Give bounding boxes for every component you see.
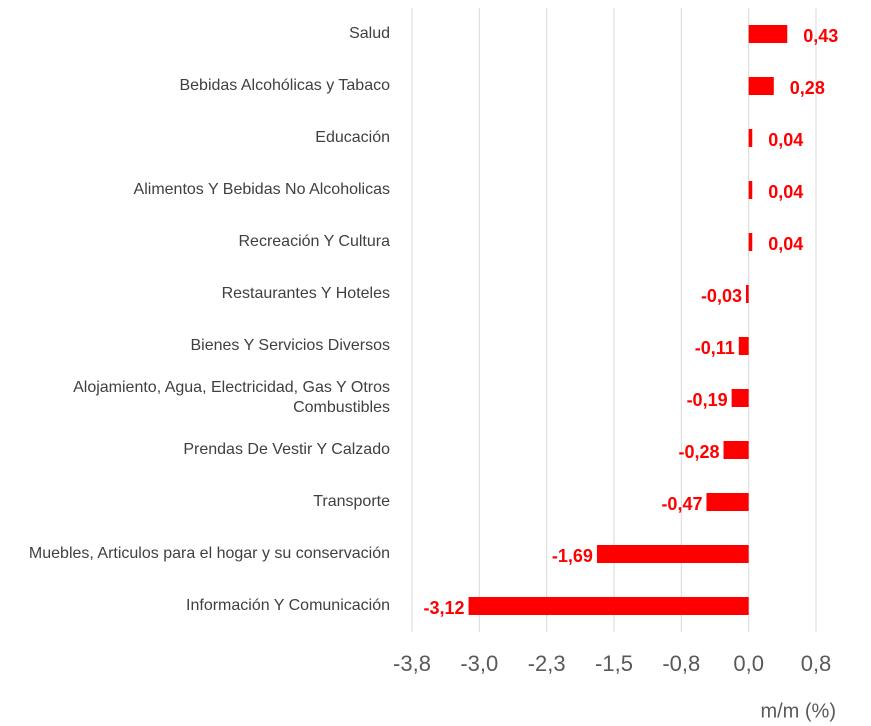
- bar: [748, 181, 753, 199]
- x-tick-label: -3,8: [393, 651, 431, 676]
- data-label: -0,03: [701, 286, 742, 306]
- category-label: Recreación Y Cultura: [238, 233, 391, 250]
- x-tick-label: -1,5: [595, 651, 633, 676]
- bar: [748, 233, 753, 251]
- category-label: Restaurantes Y Hoteles: [221, 285, 390, 302]
- bar: [723, 441, 749, 459]
- data-label: 0,04: [768, 182, 803, 202]
- bar: [738, 337, 749, 355]
- bar: [731, 389, 749, 407]
- x-tick-label: 0,0: [733, 651, 764, 676]
- data-label: -0,19: [687, 390, 728, 410]
- data-label: -1,69: [552, 546, 593, 566]
- data-label: 0,04: [768, 234, 803, 254]
- bar: [468, 597, 749, 615]
- bar: [748, 25, 788, 43]
- category-label: Muebles, Articulos para el hogar y su co…: [28, 545, 390, 562]
- category-label: Alojamiento, Agua, Electricidad, Gas Y O…: [73, 379, 390, 416]
- data-label: -0,47: [661, 494, 702, 514]
- x-axis-label: m/m (%): [760, 700, 836, 722]
- x-tick-label: -3,0: [460, 651, 498, 676]
- x-tick-label: 0,8: [801, 651, 832, 676]
- data-label: 0,28: [790, 78, 825, 98]
- bar: [596, 545, 749, 563]
- bar: [748, 129, 753, 147]
- data-label: 0,04: [768, 130, 803, 150]
- bar: [706, 493, 749, 511]
- data-label: -3,12: [424, 598, 465, 618]
- category-label: Alimentos Y Bebidas No Alcoholicas: [133, 181, 390, 198]
- category-label: Bebidas Alcohólicas y Tabaco: [179, 77, 390, 94]
- category-label: Transporte: [313, 493, 390, 510]
- x-tick-label: -0,8: [662, 651, 700, 676]
- category-label: Educación: [315, 129, 390, 146]
- category-label: Bienes Y Servicios Diversos: [190, 337, 391, 354]
- category-label: Información Y Comunicación: [186, 597, 390, 614]
- data-label: -0,11: [695, 338, 735, 358]
- category-label: Prendas De Vestir Y Calzado: [183, 441, 390, 458]
- category-label: Salud: [349, 25, 390, 42]
- data-label: -0,28: [678, 442, 719, 462]
- x-tick-label: -2,3: [528, 651, 566, 676]
- bar: [745, 285, 749, 303]
- bar: [748, 77, 774, 95]
- data-label: 0,43: [803, 26, 838, 46]
